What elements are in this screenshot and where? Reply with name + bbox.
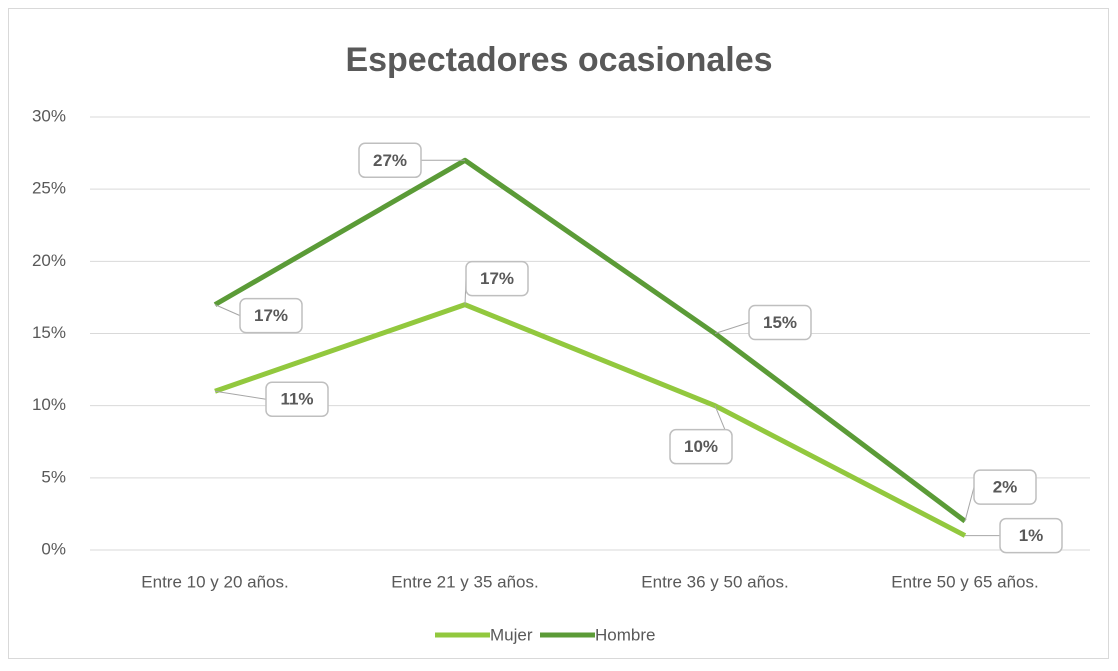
- y-tick-label: 5%: [41, 467, 66, 486]
- y-tick-label: 10%: [32, 395, 66, 414]
- data-label-box: [999, 517, 1063, 554]
- legend-label: Hombre: [595, 625, 655, 644]
- y-tick-label: 15%: [32, 323, 66, 342]
- leader-line: [714, 322, 750, 334]
- data-label-box: [748, 304, 812, 341]
- leader-line: [214, 304, 241, 317]
- data-label-box: [669, 428, 733, 465]
- x-tick-label: Entre 10 y 20 años.: [141, 572, 288, 591]
- data-label: 27%: [373, 151, 407, 170]
- leader-line: [214, 390, 267, 400]
- data-label: 1%: [1019, 526, 1044, 545]
- data-label-box: [465, 260, 529, 297]
- data-label-box: [973, 469, 1037, 505]
- x-tick-label: Entre 50 y 65 años.: [891, 572, 1038, 591]
- data-label: 15%: [763, 313, 797, 332]
- data-label-box: [358, 142, 422, 179]
- leader-line: [964, 487, 975, 522]
- y-tick-label: 20%: [32, 251, 66, 270]
- data-label: 11%: [280, 390, 313, 409]
- data-label: 17%: [480, 269, 514, 288]
- y-tick-label: 0%: [41, 539, 66, 558]
- legend-label: Mujer: [490, 625, 533, 644]
- data-label-box: [239, 297, 303, 334]
- data-label-box: [265, 381, 329, 417]
- data-label: 10%: [684, 437, 718, 456]
- data-label: 2%: [993, 478, 1018, 497]
- chart-title: Espectadores ocasionales: [345, 41, 772, 79]
- series-line: [214, 302, 967, 538]
- x-tick-label: Entre 36 y 50 años.: [641, 572, 788, 591]
- data-label: 17%: [254, 306, 288, 325]
- y-tick-label: 25%: [32, 179, 66, 198]
- x-tick-label: Entre 21 y 35 años.: [391, 572, 538, 591]
- y-tick-label: 30%: [32, 106, 66, 125]
- series-line: [213, 157, 967, 524]
